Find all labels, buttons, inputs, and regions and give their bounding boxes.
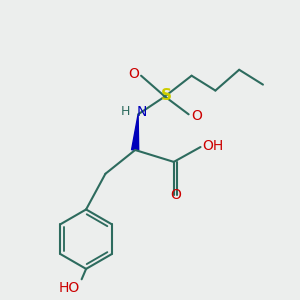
Text: N: N — [136, 105, 147, 119]
Polygon shape — [132, 114, 139, 150]
Text: S: S — [161, 88, 172, 103]
Text: O: O — [170, 188, 181, 202]
Text: OH: OH — [202, 139, 224, 152]
Text: O: O — [128, 67, 139, 81]
Text: O: O — [191, 109, 203, 123]
Text: HO: HO — [59, 281, 80, 295]
Text: H: H — [121, 106, 130, 118]
